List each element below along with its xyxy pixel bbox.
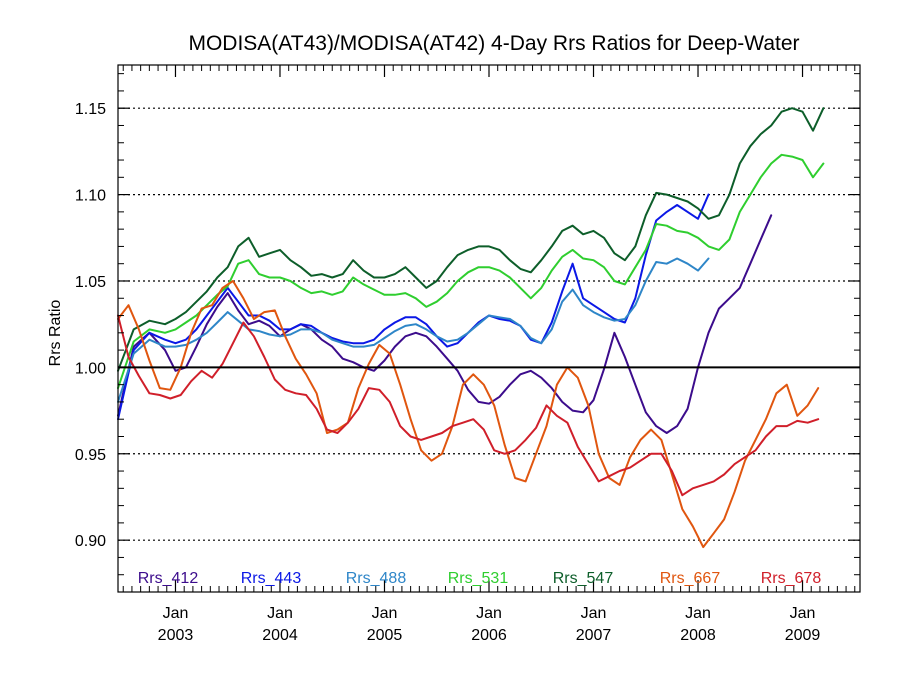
legend-entry-rrs-678: Rrs_678 xyxy=(761,570,822,587)
legend-entry-rrs-667: Rrs_667 xyxy=(660,570,721,587)
legend-entry-rrs-488: Rrs_488 xyxy=(346,570,407,587)
y-tick-label-0: 0.90 xyxy=(75,533,106,550)
series-line-rrs-531 xyxy=(117,153,825,390)
x-tick-year-4: 2007 xyxy=(576,627,612,644)
x-tick-month-2: Jan xyxy=(372,605,398,622)
series-line-rrs-488 xyxy=(117,257,710,403)
x-tick-month-5: Jan xyxy=(685,605,711,622)
x-tick-month-6: Jan xyxy=(790,605,816,622)
x-tick-month-1: Jan xyxy=(267,605,293,622)
x-tick-year-5: 2008 xyxy=(680,627,716,644)
y-tick-label-3: 1.05 xyxy=(75,274,106,291)
plot-frame xyxy=(117,64,861,593)
x-tick-month-4: Jan xyxy=(581,605,607,622)
y-tick-label-5: 1.15 xyxy=(75,101,106,118)
legend-entry-rrs-412: Rrs_412 xyxy=(138,570,199,587)
x-tick-month-3: Jan xyxy=(476,605,502,622)
x-tick-month-0: Jan xyxy=(163,605,189,622)
legend-entry-rrs-531: Rrs_531 xyxy=(448,570,509,587)
series-line-rrs-443 xyxy=(117,193,710,421)
grid-layer xyxy=(118,107,860,541)
x-tick-year-3: 2006 xyxy=(471,627,507,644)
series-layer xyxy=(117,107,825,549)
y-tick-label-1: 0.95 xyxy=(75,447,106,464)
y-axis-label: Rrs Ratio xyxy=(47,300,64,367)
legend-entry-rrs-443: Rrs_443 xyxy=(241,570,302,587)
legend-entry-rrs-547: Rrs_547 xyxy=(553,570,614,587)
series-line-rrs-412 xyxy=(117,214,773,434)
tick-layer: 0.90 0.95 1.00 1.05 1.10 1.15 Jan 2003 Jan 2004 Ja… xyxy=(75,65,860,644)
x-tick-year-6: 2009 xyxy=(785,627,821,644)
y-tick-label-2: 1.00 xyxy=(75,360,106,377)
x-tick-year-2: 2005 xyxy=(367,627,403,644)
series-line-rrs-667 xyxy=(117,280,820,549)
y-tick-label-4: 1.10 xyxy=(75,188,106,205)
x-tick-year-1: 2004 xyxy=(262,627,298,644)
chart-title: MODISA(AT43)/MODISA(AT42) 4-Day Rrs Rati… xyxy=(188,32,799,55)
x-tick-year-0: 2003 xyxy=(158,627,194,644)
series-line-rrs-678 xyxy=(117,314,820,497)
legend: Rrs_412 Rrs_443 Rrs_488 Rrs_531 Rrs_547 Rrs_6… xyxy=(138,570,822,587)
series-line-rrs-547 xyxy=(117,107,825,372)
